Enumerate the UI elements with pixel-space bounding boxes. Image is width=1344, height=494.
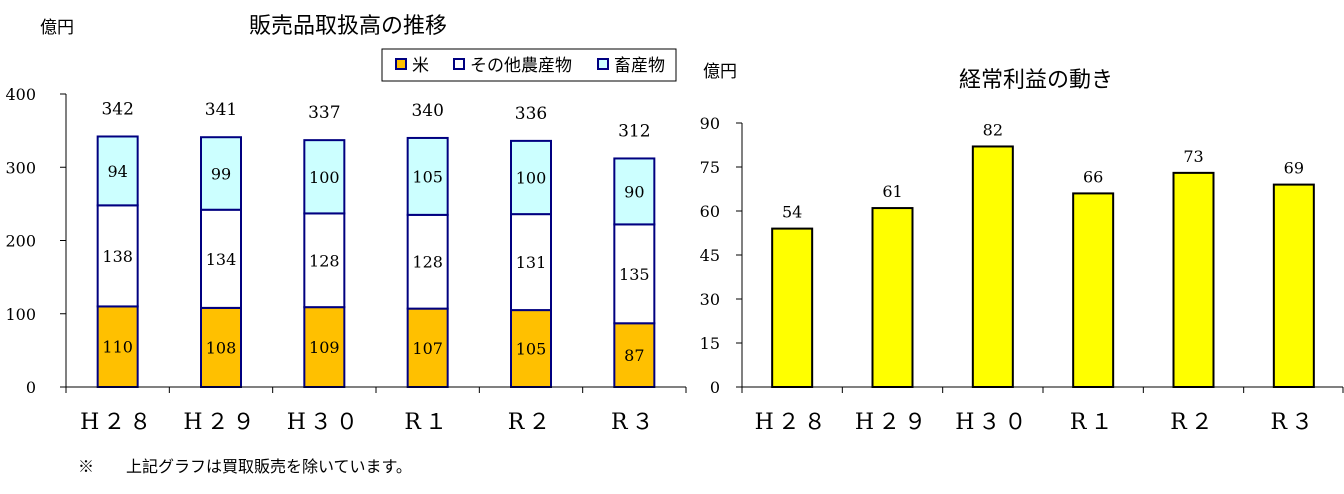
chart1-total-label: 336	[515, 104, 547, 124]
chart1-legend-swatch	[395, 58, 407, 70]
chart1-bar-segment	[303, 139, 346, 215]
chart2-x-tick-label: R１	[1070, 410, 1117, 435]
chart2-x-tick-label: H２９	[855, 410, 930, 435]
chart1-x-tick-label: H２９	[183, 410, 258, 435]
chart1-segment-label: 109	[309, 338, 340, 357]
chart1-bar-segment	[613, 157, 656, 226]
chart1-segment-label: 128	[412, 253, 443, 272]
chart1-bar-segment	[200, 136, 242, 211]
chart1-segment-label: 107	[412, 339, 443, 358]
chart1-y-tick-label: 300	[5, 158, 36, 177]
chart1-bar-segment	[96, 305, 139, 388]
chart2-y-tick-label: 15	[700, 334, 720, 353]
chart2-x-tick-label: H２８	[755, 410, 830, 435]
chart1-bar-segment	[406, 136, 449, 216]
chart1-total-label: 341	[205, 100, 237, 120]
chart1-segment-label: 87	[624, 346, 644, 365]
chart1-legend-label: その他農産物	[470, 56, 572, 76]
chart1-y-tick-label: 200	[5, 232, 36, 251]
chart1-bar-segment	[613, 223, 656, 325]
chart2-y-tick-label: 60	[700, 202, 720, 221]
chart2-y-tick-label: 0	[710, 378, 720, 397]
chart1-bar-segment	[96, 204, 139, 308]
chart1-segment-label: 100	[309, 168, 340, 187]
footnote: ※ 上記グラフは買取販売を除いています。	[78, 457, 412, 476]
chart2-x-tick-label: R３	[1271, 410, 1318, 435]
chart2-bar	[871, 207, 914, 388]
chart2-y-tick-label: 45	[700, 246, 720, 265]
chart2-x-tick-label: H３０	[955, 410, 1030, 435]
chart2-data-label: 61	[882, 182, 902, 201]
chart2-data-label: 82	[983, 120, 1003, 139]
chart1-legend-swatch	[453, 58, 465, 70]
chart2-data-label: 54	[782, 203, 802, 222]
chart1-bar-segment	[510, 213, 552, 312]
chart1-y-tick-label: 400	[5, 85, 36, 104]
chart1-legend-swatch	[597, 58, 609, 70]
chart1-bar-segment	[510, 139, 552, 216]
chart1-x-tick-label: R２	[508, 410, 555, 435]
chart1-bar-segment	[406, 307, 449, 388]
chart1-segment-label: 135	[619, 265, 650, 284]
chart2-y-tick-label: 90	[700, 114, 720, 133]
chart1-legend-label: 畜産物	[614, 56, 665, 76]
chart2-title: 経常利益の動き	[959, 68, 1113, 93]
chart1-x-tick-label: H３０	[287, 410, 362, 435]
chart2-bar	[1272, 183, 1315, 388]
chart1-y-tick-label: 100	[5, 305, 36, 324]
chart2-unit-label: 億円	[703, 62, 737, 82]
chart1-unit-label: 億円	[40, 18, 74, 38]
chart2-bar	[971, 145, 1014, 388]
chart1-x-tick-label: R３	[611, 410, 658, 435]
chart2-bar	[1072, 192, 1115, 388]
chart1-y-tick-label: 0	[26, 378, 36, 397]
chart1-segment-label: 100	[516, 169, 547, 188]
chart1-segment-label: 105	[412, 167, 443, 186]
chart2-bar	[1172, 171, 1215, 388]
chart1-segment-label: 128	[309, 251, 340, 270]
chart1-segment-label: 138	[102, 247, 133, 266]
chart1-segment-label: 108	[206, 338, 237, 357]
chart1-legend-label: 米	[412, 56, 429, 76]
chart1-total-label: 342	[101, 99, 133, 119]
chart2-x-tick-label: R２	[1170, 410, 1217, 435]
chart2-data-label: 69	[1284, 159, 1304, 178]
chart1-segment-label: 131	[516, 253, 547, 272]
chart2-y-tick-label: 75	[700, 158, 720, 177]
chart1-total-label: 337	[308, 103, 340, 123]
chart2-y-tick-label: 30	[700, 290, 720, 309]
chart1-x-tick-label: R１	[404, 410, 451, 435]
chart2-data-label: 73	[1183, 147, 1203, 166]
chart1-segment-label: 99	[211, 164, 231, 183]
chart1-segment-label: 94	[107, 162, 127, 181]
chart1-bar-segment	[96, 135, 139, 207]
chart1-segment-label: 134	[206, 250, 237, 269]
chart1-total-label: 340	[411, 101, 443, 121]
chart2-data-label: 66	[1083, 167, 1103, 186]
chart1-legend-box	[381, 48, 677, 82]
chart1-bar-segment	[303, 212, 346, 309]
chart1-segment-label: 105	[516, 340, 547, 359]
chart1-segment-label: 90	[624, 182, 644, 201]
chart1-total-label: 312	[618, 121, 650, 141]
chart1-x-tick-label: H２８	[80, 410, 155, 435]
chart2-bar	[771, 227, 814, 388]
chart1-segment-label: 110	[102, 338, 133, 357]
chart1-bar-segment	[613, 322, 656, 388]
chart1-title: 販売品取扱高の推移	[249, 14, 447, 39]
